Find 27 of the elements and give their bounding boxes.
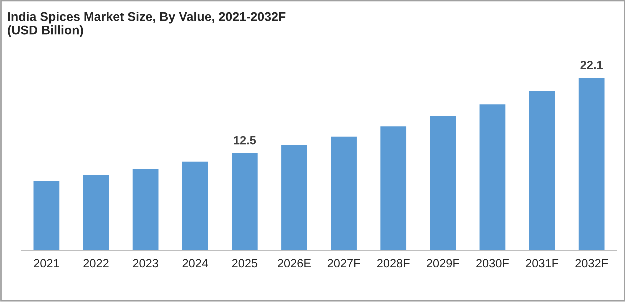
bar	[181, 160, 210, 251]
data-label: 22.1	[580, 61, 603, 70]
bar	[82, 174, 111, 251]
bar	[478, 103, 508, 251]
x-tick-label: 2026E	[278, 259, 312, 268]
bar	[32, 180, 62, 251]
data-label: 12.5	[234, 136, 256, 145]
x-tick-label: 2022	[84, 259, 109, 268]
bar	[428, 115, 458, 251]
x-tick-label: 2023	[133, 259, 158, 268]
bar	[330, 135, 358, 251]
x-tick-label: 2032F	[576, 259, 608, 268]
x-tick-label: 2021	[34, 259, 60, 268]
bar	[578, 76, 606, 251]
chart-title: India Spices Market Size, By Value, 2021-2032F (USD Billion)	[8, 12, 286, 38]
bar	[528, 90, 557, 251]
x-tick-label: 2030F	[476, 259, 509, 268]
x-tick-label: 2031F	[526, 259, 559, 268]
bar	[379, 125, 408, 251]
x-tick-label: 2024	[182, 259, 208, 268]
x-tick-label: 2029F	[427, 259, 460, 268]
bar	[230, 152, 260, 251]
x-tick-label: 2027F	[328, 259, 360, 268]
bar	[280, 144, 309, 251]
x-tick-label: 2025	[232, 259, 258, 268]
x-tick-label: 2028F	[377, 259, 410, 268]
bar	[131, 168, 160, 251]
